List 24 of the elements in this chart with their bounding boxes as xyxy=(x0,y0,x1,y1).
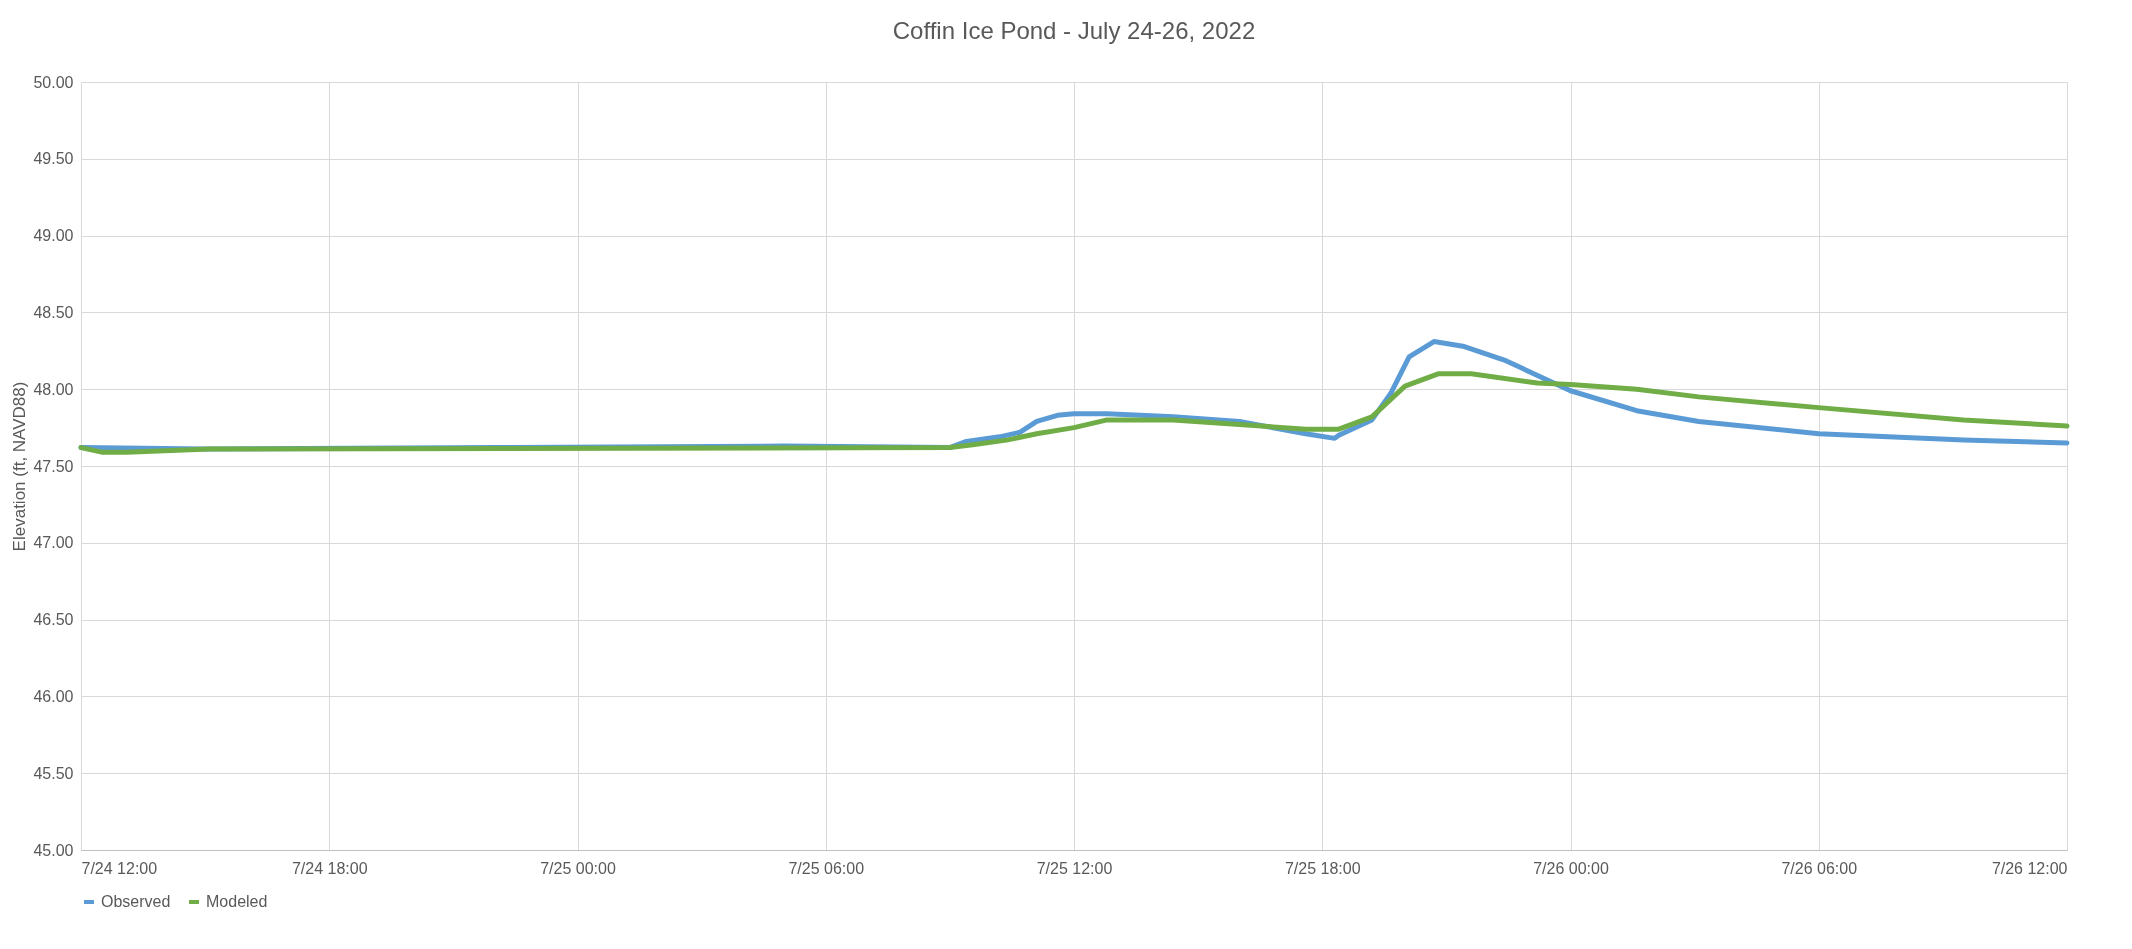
x-tick-label: 7/25 12:00 xyxy=(1036,859,1113,877)
chart-title: Coffin Ice Pond - July 24-26, 2022 xyxy=(892,17,1256,44)
y-tick-label: 46.50 xyxy=(33,611,74,629)
x-tick-label: 7/26 12:00 xyxy=(1991,859,2068,877)
x-tick-label: 7/26 00:00 xyxy=(1533,859,1609,877)
y-tick-label: 47.00 xyxy=(33,534,74,552)
y-tick-label: 48.00 xyxy=(33,380,74,398)
legend-label: Modeled xyxy=(206,893,268,910)
y-tick-label: 46.00 xyxy=(33,687,74,705)
y-tick-label: 48.50 xyxy=(33,303,74,321)
x-tick-label: 7/24 18:00 xyxy=(291,859,368,877)
y-tick-label: 49.00 xyxy=(33,227,74,245)
legend-label: Observed xyxy=(101,893,171,910)
y-tick-label: 45.00 xyxy=(33,841,74,859)
y-tick-label: 50.00 xyxy=(33,73,74,91)
y-axis-title: Elevation (ft, NAVD88) xyxy=(10,381,30,552)
y-tick-label: 49.50 xyxy=(33,150,74,168)
x-tick-label: 7/25 18:00 xyxy=(1284,859,1361,877)
x-tick-label: 7/24 12:00 xyxy=(81,859,158,877)
y-tick-label: 45.50 xyxy=(33,764,74,782)
x-tick-label: 7/25 06:00 xyxy=(788,859,865,877)
y-tick-label: 47.50 xyxy=(33,457,74,475)
x-tick-label: 7/26 06:00 xyxy=(1781,859,1858,877)
x-tick-label: 7/25 00:00 xyxy=(540,859,616,877)
